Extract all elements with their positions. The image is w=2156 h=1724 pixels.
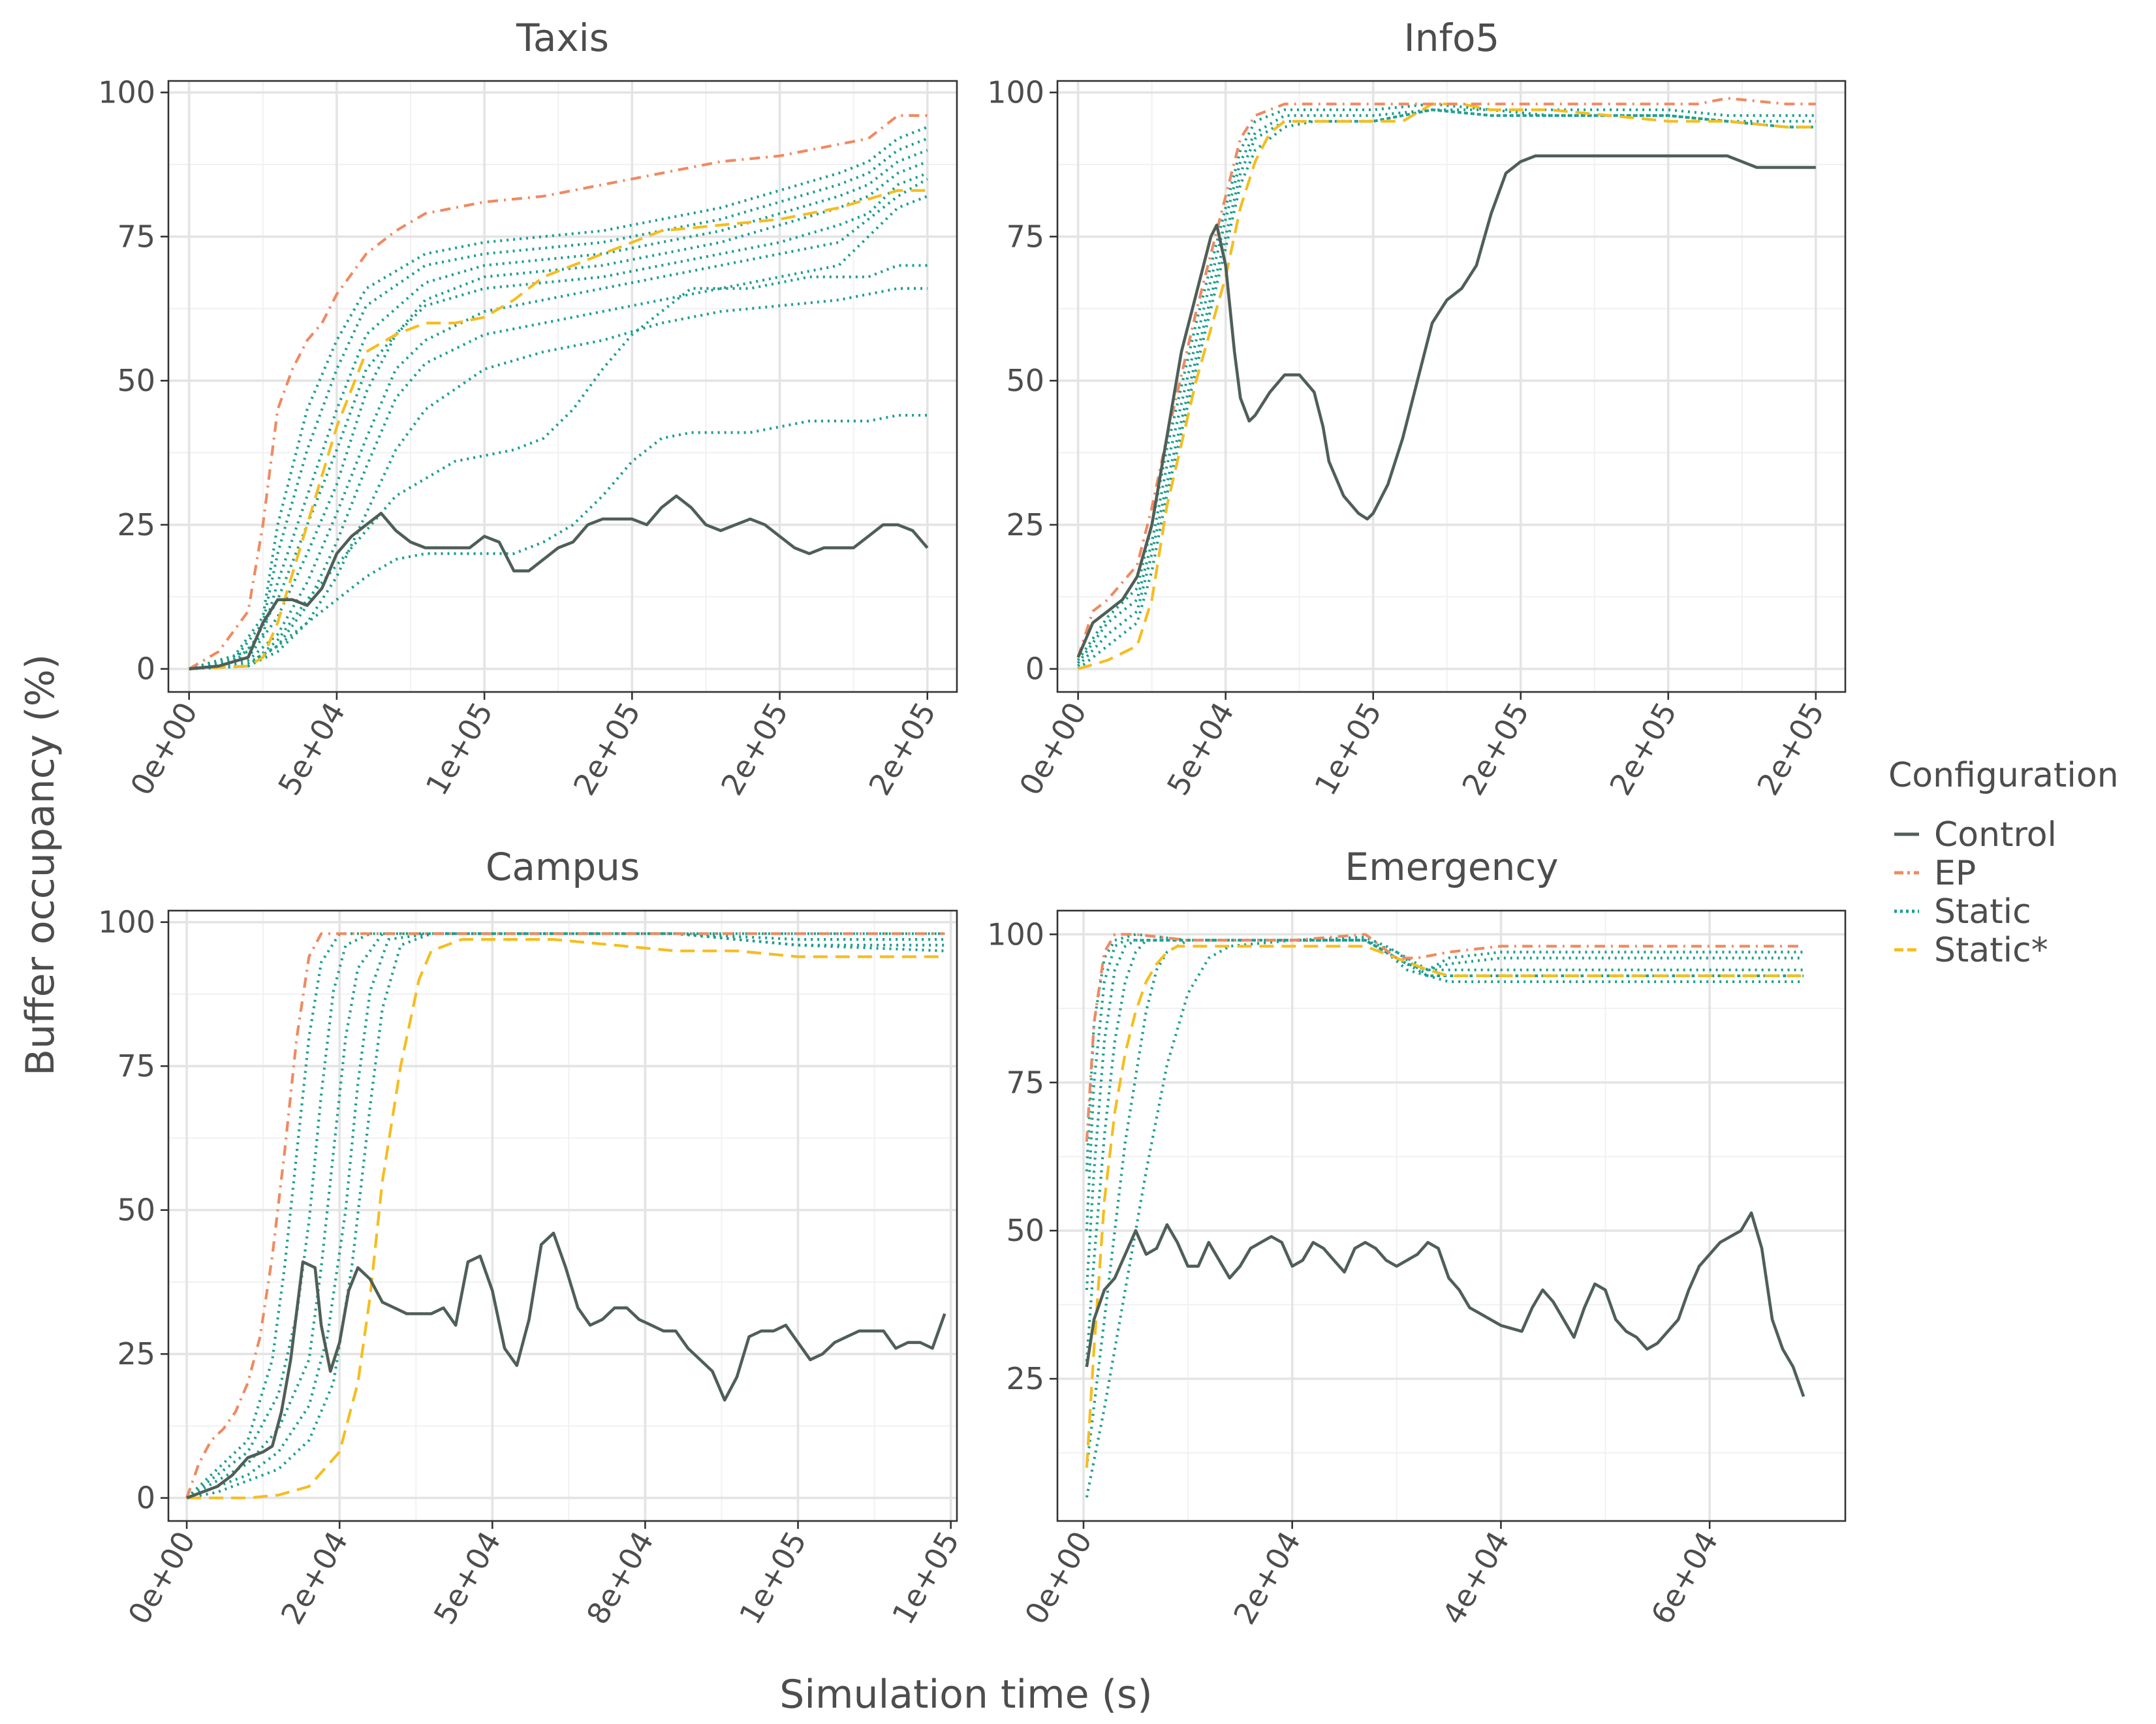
y-tick-label: 50: [1006, 1213, 1044, 1248]
plot-area-campus: [168, 911, 957, 1521]
plot-border: [167, 909, 958, 1522]
plot-area-info5: [1057, 81, 1845, 692]
series-line-static-star: [189, 189, 928, 670]
series-line-static-star: [187, 937, 945, 1499]
panel-title-taxis: Taxis: [516, 16, 609, 60]
series-line-static-4: [1077, 108, 1816, 670]
x-axis-title: Simulation time (s): [779, 1672, 1152, 1717]
legend-label-ep: EP: [1934, 854, 1976, 893]
series-line-static-5: [189, 172, 928, 670]
plot-border: [1056, 909, 1847, 1522]
series-line-static-8: [189, 287, 928, 670]
y-tick-label: 0: [136, 651, 155, 687]
series-line-control: [189, 494, 929, 670]
legend: Configuration Control EP Static Static*: [1888, 756, 2119, 970]
y-tick-label: 75: [1006, 1065, 1044, 1100]
legend-item-ep: EP: [1894, 854, 1976, 893]
y-tick-label: 75: [117, 1048, 155, 1084]
legend-label-static-star: Static*: [1934, 931, 2048, 970]
y-tick-label: 25: [1006, 507, 1044, 542]
plot-border: [1056, 80, 1847, 693]
legend-title: Configuration: [1888, 756, 2119, 795]
y-tick-label: 50: [117, 1193, 155, 1228]
legend-item-static: Static: [1894, 892, 2031, 932]
series-line-static-10: [189, 414, 928, 670]
series-line-static-3: [189, 149, 928, 670]
panel-title-campus: Campus: [486, 845, 640, 889]
series-line-control: [1076, 154, 1816, 658]
series-line-static-star: [1078, 102, 1816, 670]
series-line-control: [186, 1231, 946, 1499]
panel-title-emergency: Emergency: [1345, 845, 1558, 889]
y-tick-label: 75: [1006, 219, 1044, 254]
series-line-static-1: [189, 125, 928, 670]
series-line-static-1: [185, 932, 945, 1499]
y-tick-label: 25: [117, 1336, 155, 1371]
series-line-static-star: [1085, 945, 1804, 1468]
series-line-ep: [185, 932, 945, 1499]
plot-area-emergency: [1057, 911, 1845, 1521]
series-line-static-3: [1077, 108, 1816, 667]
y-tick-label: 100: [98, 905, 155, 940]
series-line-static-2: [189, 137, 928, 670]
legend-label-control: Control: [1934, 815, 2057, 854]
plot-border: [167, 80, 958, 693]
y-tick-label: 50: [1006, 363, 1044, 398]
legend-item-control: Control: [1894, 815, 2057, 854]
y-tick-label: 0: [136, 1481, 155, 1516]
series-line-ep: [1085, 933, 1804, 1142]
y-tick-label: 25: [1006, 1361, 1044, 1396]
y-tick-label: 0: [1025, 651, 1044, 687]
series-line-static-4: [1085, 939, 1804, 1362]
legend-item-static-star: Static*: [1894, 931, 2048, 970]
y-axis-title: Buffer occupancy (%): [18, 654, 63, 1076]
y-tick-label: 50: [117, 363, 155, 398]
y-tick-label: 75: [117, 219, 155, 254]
series-line-static-2: [1085, 939, 1804, 1231]
series-line-static-1: [1085, 933, 1804, 1172]
series-line-control: [1085, 1211, 1805, 1398]
series-line-static-6: [1085, 939, 1804, 1498]
series-line-static-6: [189, 178, 928, 670]
legend-label-static: Static: [1934, 892, 2031, 932]
plot-area-taxis: [168, 81, 957, 692]
y-tick-label: 100: [98, 75, 155, 110]
panel-title-info5: Info5: [1404, 16, 1500, 60]
series-line-ep: [1076, 97, 1816, 658]
y-tick-label: 100: [987, 75, 1044, 110]
y-tick-label: 100: [987, 917, 1044, 952]
y-tick-label: 25: [117, 507, 155, 542]
